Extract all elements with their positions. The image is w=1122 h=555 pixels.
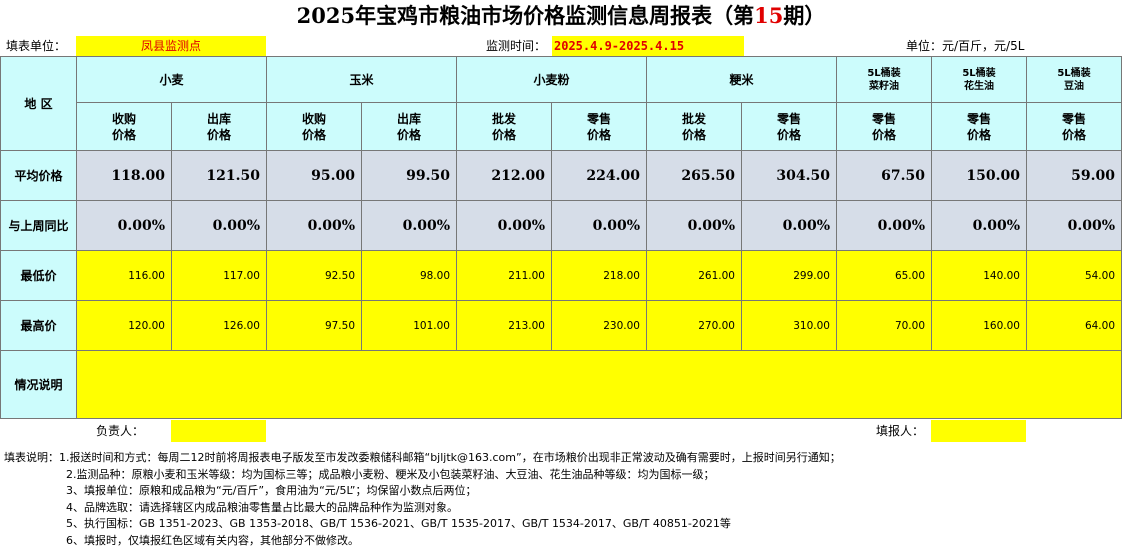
column-subheader: 零售 价格 [741,102,837,151]
report-title: 2025年宝鸡市粮油市场价格监测信息周报表（第15期） [0,0,1122,34]
reporter-field[interactable] [931,420,1026,442]
responsible-label: 负责人： [96,424,145,438]
row-label-max-price: 最高价 [0,300,77,351]
column-subheader: 零售 价格 [1026,102,1122,151]
unit-value-field[interactable]: 凤县监测点 [76,36,266,56]
group-header-wheat: 小麦 [76,56,267,103]
title-suffix: 期） [783,3,826,28]
avg-price-cell: 304.50 [741,150,837,201]
min-price-cell[interactable]: 54.00 [1026,250,1122,301]
week-change-cell: 0.00% [456,200,552,251]
max-price-cell[interactable]: 270.00 [646,300,742,351]
responsible-field[interactable] [171,420,266,442]
max-price-cell[interactable]: 120.00 [76,300,172,351]
group-header-corn: 玉米 [266,56,457,103]
avg-price-cell: 121.50 [171,150,267,201]
max-price-cell[interactable]: 97.50 [266,300,362,351]
note-line: 6、填报时，仅填报红色区域有关内容，其他部分不做修改。 [66,533,359,547]
group-header-flour: 小麦粉 [456,56,647,103]
avg-price-cell: 212.00 [456,150,552,201]
measure-unit: 单位：元/百斤，元/5L [906,39,1025,53]
avg-price-cell: 150.00 [931,150,1027,201]
column-subheader: 零售 价格 [551,102,647,151]
row-label-min-price: 最低价 [0,250,77,301]
min-price-cell[interactable]: 218.00 [551,250,647,301]
max-price-cell[interactable]: 230.00 [551,300,647,351]
column-subheader: 批发 价格 [646,102,742,151]
week-change-cell: 0.00% [171,200,267,251]
week-change-cell: 0.00% [931,200,1027,251]
note-line: 填表说明：1.报送时间和方式：每周二12时前将周报表电子版发至市发改委粮储科邮箱… [4,451,841,464]
min-price-cell[interactable]: 117.00 [171,250,267,301]
unit-label: 填表单位： [6,39,67,53]
week-change-cell: 0.00% [741,200,837,251]
group-header-soybean-oil: 5L桶装 豆油 [1026,56,1122,103]
week-change-cell: 0.00% [551,200,647,251]
column-subheader: 零售 价格 [836,102,932,151]
price-table: 地 区 小麦 玉米 小麦粉 粳米 5L桶装 菜籽油 5L桶装 花生油 5L桶装 豆油 … [0,56,1122,419]
min-price-cell[interactable]: 140.00 [931,250,1027,301]
time-value-field[interactable]: 2025.4.9-2025.4.15 [552,36,744,56]
max-price-cell[interactable]: 64.00 [1026,300,1122,351]
column-subheader: 出库 价格 [171,102,267,151]
max-price-cell[interactable]: 160.00 [931,300,1027,351]
column-subheader: 零售 价格 [931,102,1027,151]
max-price-cell[interactable]: 70.00 [836,300,932,351]
note-line: 3、填报单位：原粮和成品粮为“元/百斤”，食用油为“元/5L”；均保留小数点后两… [66,484,477,497]
week-change-cell: 0.00% [266,200,362,251]
note-line: 4、品牌选取：请选择辖区内成品粮油零售量占比最大的品牌品种作为监测对象。 [66,500,458,514]
column-subheader: 收购 价格 [76,102,172,151]
max-price-cell[interactable]: 101.00 [361,300,457,351]
min-price-cell[interactable]: 98.00 [361,250,457,301]
row-label-avg-price: 平均价格 [0,150,77,201]
max-price-cell[interactable]: 213.00 [456,300,552,351]
avg-price-cell: 67.50 [836,150,932,201]
min-price-cell[interactable]: 92.50 [266,250,362,301]
min-price-cell[interactable]: 211.00 [456,250,552,301]
filling-instructions: 填表说明：1.报送时间和方式：每周二12时前将周报表电子版发至市发改委粮储科邮箱… [4,450,1114,549]
min-price-cell[interactable]: 116.00 [76,250,172,301]
avg-price-cell: 265.50 [646,150,742,201]
column-subheader: 批发 价格 [456,102,552,151]
week-change-cell: 0.00% [1026,200,1122,251]
avg-price-cell: 118.00 [76,150,172,201]
note-line: 5、执行国标：GB 1351-2023、GB 1353-2018、GB/T 15… [66,517,731,530]
min-price-cell[interactable]: 65.00 [836,250,932,301]
issue-number: 15 [754,3,784,28]
note-line: 2.监测品种：原粮小麦和玉米等级：均为国标三等；成品粮小麦粉、粳米及小包装菜籽油… [66,467,715,481]
remark-field[interactable] [76,350,1122,419]
week-change-cell: 0.00% [646,200,742,251]
min-price-cell[interactable]: 261.00 [646,250,742,301]
avg-price-cell: 59.00 [1026,150,1122,201]
avg-price-cell: 99.50 [361,150,457,201]
group-header-rice: 粳米 [646,56,837,103]
region-header: 地 区 [0,56,77,151]
avg-price-cell: 95.00 [266,150,362,201]
avg-price-cell: 224.00 [551,150,647,201]
week-change-cell: 0.00% [76,200,172,251]
title-prefix: 2025年宝鸡市粮油市场价格监测信息周报表（第 [296,3,755,28]
reporter-label: 填报人： [876,424,925,438]
max-price-cell[interactable]: 126.00 [171,300,267,351]
column-subheader: 出库 价格 [361,102,457,151]
week-change-cell: 0.00% [836,200,932,251]
min-price-cell[interactable]: 299.00 [741,250,837,301]
time-label: 监测时间： [486,39,547,53]
group-header-peanut-oil: 5L桶装 花生油 [931,56,1027,103]
week-change-cell: 0.00% [361,200,457,251]
row-label-week-change: 与上周同比 [0,200,77,251]
group-header-rapeseed-oil: 5L桶装 菜籽油 [836,56,932,103]
column-subheader: 收购 价格 [266,102,362,151]
max-price-cell[interactable]: 310.00 [741,300,837,351]
row-label-remark: 情况说明 [0,350,77,419]
